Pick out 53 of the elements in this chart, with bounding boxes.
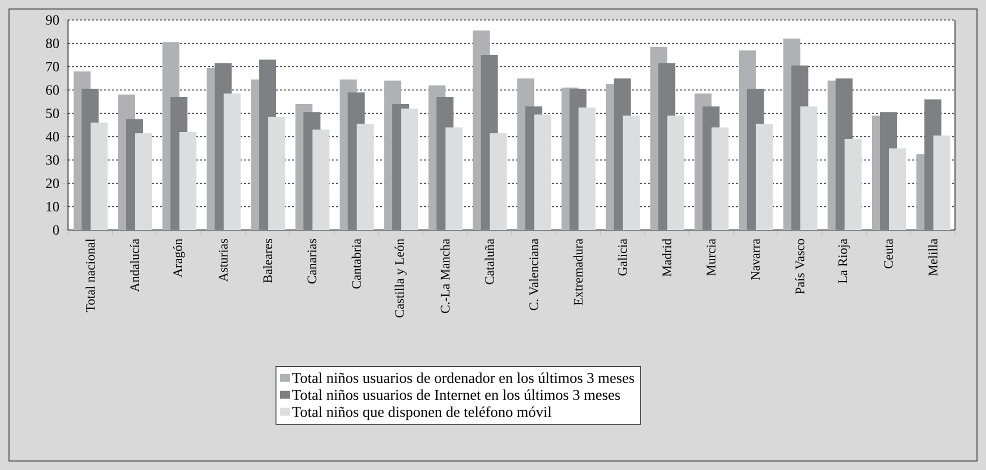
x-tick-label: C. Valenciana bbox=[529, 238, 538, 310]
x-tick-label: Castilla y León bbox=[394, 238, 407, 318]
x-tick-label: Murcia bbox=[706, 238, 716, 276]
x-tick-label: Ceuta bbox=[884, 238, 893, 268]
y-tick-label: 50 bbox=[46, 108, 59, 118]
bar bbox=[933, 135, 950, 230]
bar bbox=[534, 114, 552, 230]
bar bbox=[268, 116, 286, 230]
y-tick-label: 90 bbox=[46, 15, 59, 25]
bar bbox=[490, 133, 507, 230]
y-tick-label: 70 bbox=[46, 62, 59, 72]
bar bbox=[667, 116, 684, 230]
legend-label: Total niños usuarios de Internet en los últimos 3 meses bbox=[292, 389, 620, 400]
bar bbox=[401, 108, 418, 230]
bar bbox=[844, 138, 862, 230]
x-tick-label: Madrid bbox=[662, 238, 672, 276]
bar bbox=[179, 132, 196, 230]
y-tick-label: 20 bbox=[46, 178, 59, 188]
y-tick-label: 30 bbox=[46, 155, 59, 165]
bar bbox=[90, 122, 108, 230]
y-tick-label: 80 bbox=[46, 38, 59, 48]
x-tick-label: Canarias bbox=[308, 238, 316, 284]
x-tick-label: País Vasco bbox=[795, 239, 804, 294]
bar bbox=[888, 148, 906, 230]
bar bbox=[135, 133, 152, 230]
x-tick-label: Asturias bbox=[218, 238, 228, 282]
x-tick-label: Cantabria bbox=[352, 238, 361, 289]
x-tick-label: C.-La Mancha bbox=[440, 238, 450, 314]
x-tick-label: Galicia bbox=[618, 238, 627, 276]
y-tick-label: 60 bbox=[46, 85, 59, 95]
x-tick-label: La Rioja bbox=[838, 238, 850, 284]
bar bbox=[224, 94, 241, 230]
x-tick-label: Navarra bbox=[751, 238, 760, 280]
y-tick-label: 0 bbox=[53, 225, 59, 235]
x-tick-label: Andalucía bbox=[130, 238, 140, 292]
bar bbox=[756, 124, 773, 230]
bar bbox=[356, 124, 374, 230]
bar bbox=[445, 127, 462, 230]
x-tick-label: Aragón bbox=[172, 238, 185, 278]
y-tick-label: 40 bbox=[46, 132, 59, 142]
x-tick-label: Cataluña bbox=[484, 238, 494, 284]
x-tick-label: Total nacional bbox=[86, 238, 95, 312]
x-tick-label: Melilla bbox=[928, 238, 938, 276]
legend-label: Total niños usuarios de ordenador en los últimos 3 meses bbox=[292, 372, 634, 384]
x-tick-label: Extremadura bbox=[573, 238, 583, 306]
bar bbox=[800, 106, 818, 230]
legend-label: Total niños que disponen de teléfono móvil bbox=[292, 406, 552, 420]
bar bbox=[578, 107, 596, 230]
x-tick-label: Baleares bbox=[263, 238, 272, 283]
bar bbox=[712, 127, 729, 230]
bar bbox=[622, 116, 640, 230]
y-tick-label: 10 bbox=[46, 202, 59, 212]
bar bbox=[312, 130, 330, 230]
